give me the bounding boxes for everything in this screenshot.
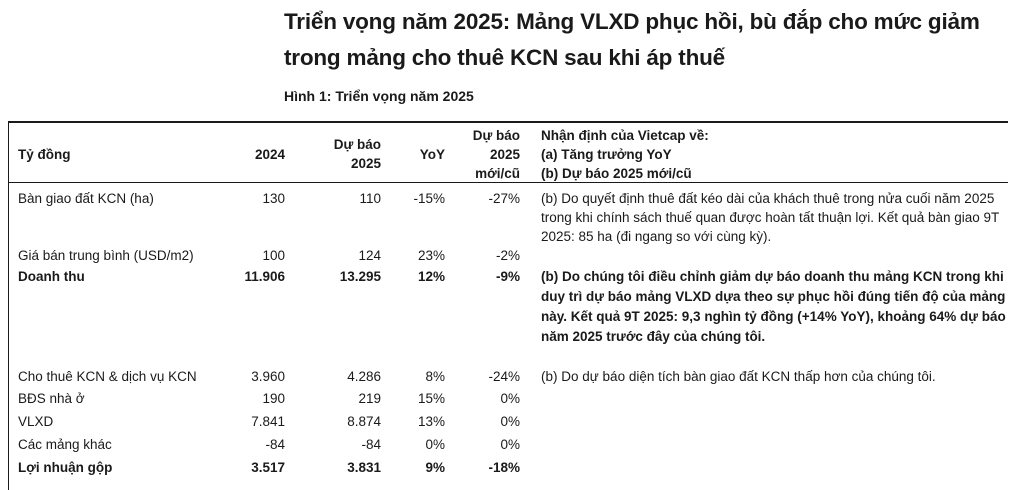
value-2025: -84 xyxy=(361,437,381,452)
figure-title: Hình 1: Triển vọng năm 2025 xyxy=(284,88,474,104)
value-revision: -2% xyxy=(495,248,520,263)
value-2025: 3.831 xyxy=(347,460,381,475)
value-2024: 3.960 xyxy=(251,369,285,384)
commentary: (b) Do quyết định thuê đất kéo dài của k… xyxy=(541,191,1000,244)
value-yoy: 12% xyxy=(417,269,445,284)
table-row: Giá bán trung bình (USD/m2) 100 124 23% … xyxy=(9,246,1008,267)
commentary xyxy=(520,389,1008,412)
commentary xyxy=(520,412,1008,435)
commentary: (b) Do dự báo diện tích bàn giao đất KCN… xyxy=(541,369,936,384)
value-2025: 8.874 xyxy=(347,414,381,429)
value-2025: 219 xyxy=(358,391,381,406)
headline: Triển vọng năm 2025: Mảng VLXD phục hồi,… xyxy=(284,9,980,70)
value-revision: -9% xyxy=(495,269,520,284)
value-2024: 3.517 xyxy=(251,460,285,475)
value-revision: 0% xyxy=(500,437,520,452)
table-row: BĐS nhà ở 190 219 15% 0% xyxy=(9,389,1008,412)
row-label: Bàn giao đất KCN (ha) xyxy=(18,191,154,206)
table-row: Các mảng khác -84 -84 0% 0% xyxy=(9,435,1008,458)
value-2025: 13.295 xyxy=(339,269,381,284)
value-revision: 0% xyxy=(500,391,520,406)
row-label: Giá bán trung bình (USD/m2) xyxy=(18,248,194,263)
commentary xyxy=(520,458,1008,481)
header-2024: 2024 xyxy=(254,146,285,162)
commentary xyxy=(520,246,1008,267)
value-2024: 11.906 xyxy=(244,269,285,284)
value-yoy: 0% xyxy=(425,437,445,452)
table-header-row: Tỷ đồng 2024 Dự báo 2025 YoY Dự báo 2025 mớ… xyxy=(9,123,1008,185)
table-row: Doanh thu 11.906 13.295 12% -9% (b) Do c… xyxy=(9,267,1008,367)
commentary: (b) Do chúng tôi điều chỉnh giảm dự báo … xyxy=(541,269,1006,344)
value-2024: 130 xyxy=(262,191,285,206)
value-2025: 110 xyxy=(359,191,381,206)
row-label: VLXD xyxy=(18,414,54,429)
header-forecast-2025: Dự báo 2025 xyxy=(333,137,381,171)
value-yoy: 9% xyxy=(425,460,445,475)
table-row: Cho thuê KCN & dịch vụ KCN 3.960 4.286 8… xyxy=(9,367,1008,389)
value-revision: -24% xyxy=(488,369,520,384)
commentary xyxy=(520,435,1008,458)
header-yoy: YoY xyxy=(419,146,445,162)
table-left-border xyxy=(8,121,9,490)
row-label: Các mảng khác xyxy=(18,437,112,452)
value-2024: -84 xyxy=(265,437,285,452)
value-revision: 0% xyxy=(500,414,520,429)
value-yoy: 23% xyxy=(417,248,445,263)
value-2024: 7.841 xyxy=(251,414,285,429)
header-separator xyxy=(8,182,1008,183)
value-2024: 100 xyxy=(262,248,285,263)
table-top-rule xyxy=(8,121,1008,123)
value-yoy: 8% xyxy=(425,369,445,384)
value-revision: -18% xyxy=(488,460,520,475)
value-2024: 190 xyxy=(262,391,285,406)
header-commentary: Nhận định của Vietcap về: (a) Tăng trưởng… xyxy=(541,128,709,181)
value-2025: 4.286 xyxy=(347,369,381,384)
header-revision: Dự báo 2025 mới/cũ xyxy=(472,127,520,181)
row-label: BĐS nhà ở xyxy=(18,391,85,406)
table-row: Bàn giao đất KCN (ha) 130 110 -15% -27% … xyxy=(9,185,1008,246)
value-yoy: 13% xyxy=(417,414,445,429)
row-label: Lợi nhuận gộp xyxy=(18,460,113,475)
value-yoy: 15% xyxy=(417,391,445,406)
forecast-table: Tỷ đồng 2024 Dự báo 2025 YoY Dự báo 2025 mớ… xyxy=(9,123,1008,481)
table-row: VLXD 7.841 8.874 13% 0% xyxy=(9,412,1008,435)
row-label: Doanh thu xyxy=(18,269,85,284)
header-unit: Tỷ đồng xyxy=(18,146,71,162)
value-revision: -27% xyxy=(488,191,520,206)
row-label: Cho thuê KCN & dịch vụ KCN xyxy=(18,369,197,384)
table-row: Lợi nhuận gộp 3.517 3.831 9% -18% xyxy=(9,458,1008,481)
value-2025: 124 xyxy=(358,248,381,263)
value-yoy: -15% xyxy=(413,191,445,206)
